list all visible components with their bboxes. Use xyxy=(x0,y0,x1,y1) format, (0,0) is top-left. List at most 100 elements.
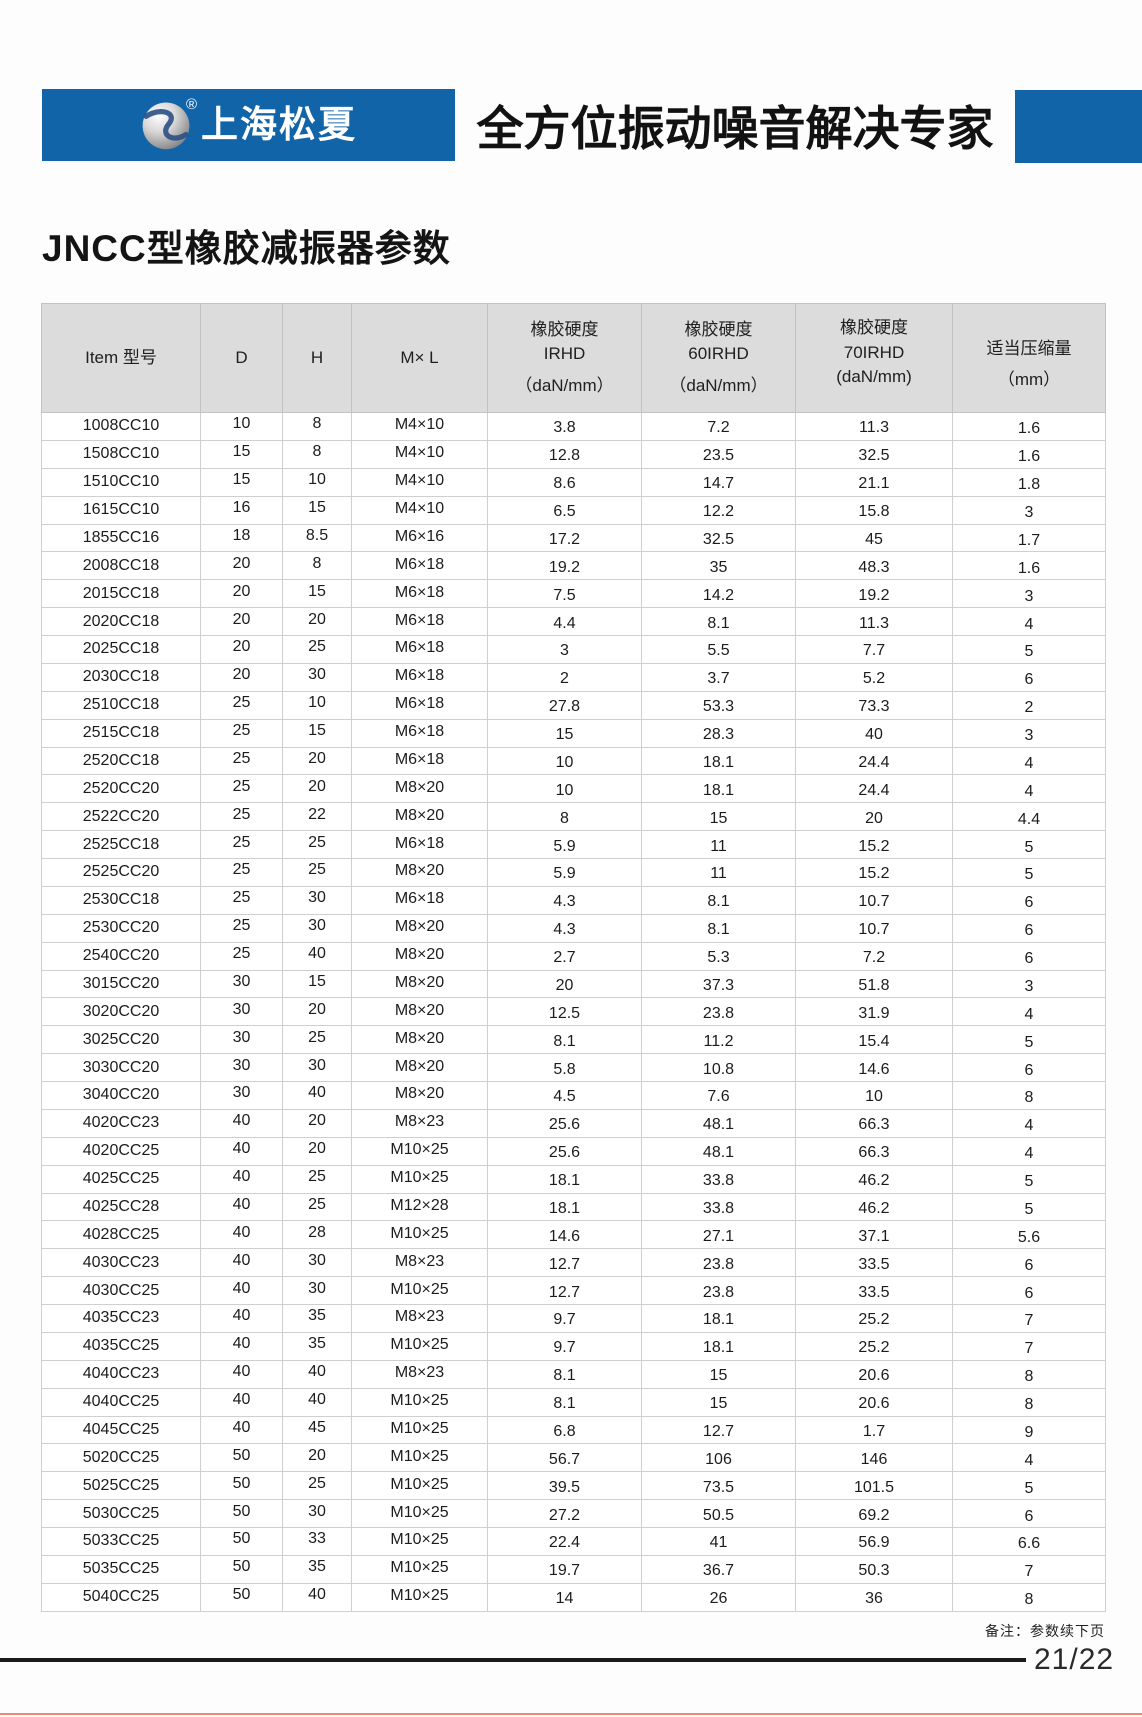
cell-value: 26 xyxy=(709,1590,728,1608)
cell-value: 11.3 xyxy=(859,614,889,632)
cell-value: 8 xyxy=(1024,1089,1034,1107)
cell-value: 1008CC10 xyxy=(82,417,160,435)
cell-value: 20 xyxy=(232,610,251,628)
cell-value: 11.2 xyxy=(703,1032,734,1050)
table-row: 4020CC23 40 20 M8×23 25.6 48.1 66.3 4 xyxy=(41,1108,1106,1138)
cell-model: 4025CC25 xyxy=(41,1164,201,1194)
cell-value: 23.8 xyxy=(702,1283,735,1301)
cell-value: 40 xyxy=(308,1586,326,1604)
cell-h: 40 xyxy=(282,1387,352,1417)
cell-ml: M10×25 xyxy=(351,1164,488,1194)
table-row: 1855CC16 18 8.5 M6×16 17.2 32.5 45 1.7 xyxy=(41,523,1106,553)
cell-hardness-irhd: 9.7 xyxy=(487,1331,642,1361)
cell-value: 5020CC25 xyxy=(82,1448,160,1466)
cell-value: 4020CC25 xyxy=(82,1142,160,1160)
cell-value: 3 xyxy=(560,642,569,660)
cell-hardness-70irhd: 15.2 xyxy=(795,858,953,887)
cell-compression: 6 xyxy=(952,1248,1106,1278)
cell-value: 3030CC20 xyxy=(82,1058,160,1076)
cell-value: 15 xyxy=(308,722,326,740)
cell-hardness-irhd: 12.5 xyxy=(487,997,642,1027)
cell-value: 48.3 xyxy=(858,558,890,576)
cell-value: 2510CC18 xyxy=(82,696,160,714)
cell-hardness-irhd: 12.7 xyxy=(487,1276,642,1305)
cell-model: 4030CC23 xyxy=(41,1248,201,1278)
cell-value: 15 xyxy=(308,972,326,990)
cell-value: M6×18 xyxy=(394,639,445,657)
cell-value: 8.6 xyxy=(553,475,576,493)
cell-h: 35 xyxy=(282,1304,352,1333)
cell-hardness-70irhd: 15.8 xyxy=(795,495,953,525)
cell-d: 20 xyxy=(200,635,283,664)
cell-hardness-60irhd: 18.1 xyxy=(641,774,796,804)
table-header-row: Item 型号 D H M× L 橡胶硬度 IRHD （daN/mm） 橡胶硬度 60IRHD （… xyxy=(41,303,1106,413)
cell-hardness-irhd: 15 xyxy=(487,718,642,748)
cell-value: 33.8 xyxy=(702,1199,735,1217)
cell-value: 15 xyxy=(308,499,326,517)
cell-value: 15 xyxy=(709,1395,728,1413)
cell-value: 4020CC23 xyxy=(82,1114,160,1132)
cell-hardness-70irhd: 7.2 xyxy=(795,941,953,971)
cell-value: 40 xyxy=(308,1084,326,1102)
cell-h: 30 xyxy=(282,913,352,943)
cell-value: 5035CC25 xyxy=(82,1560,160,1578)
cell-ml: M10×25 xyxy=(351,1554,488,1584)
table-row: 2020CC18 20 20 M6×18 4.4 8.1 11.3 4 xyxy=(41,607,1106,636)
cell-model: 1615CC10 xyxy=(41,495,201,525)
cell-value: 4028CC25 xyxy=(82,1225,160,1243)
cell-value: 5 xyxy=(1024,1479,1034,1497)
cell-value: M10×25 xyxy=(390,1503,449,1521)
cell-compression: 5 xyxy=(952,1471,1106,1501)
cell-hardness-60irhd: 15 xyxy=(641,802,796,832)
cell-value: 2515CC18 xyxy=(82,724,160,742)
cell-d: 20 xyxy=(200,579,283,609)
cell-value: 4030CC23 xyxy=(82,1253,160,1271)
cell-value: 4 xyxy=(1024,754,1034,772)
cell-value: 8 xyxy=(312,554,322,572)
cell-hardness-60irhd: 7.2 xyxy=(641,412,796,441)
cell-value: 8.1 xyxy=(553,1395,576,1413)
cell-value: 5.2 xyxy=(862,670,886,688)
column-header-line: 橡胶硬度 xyxy=(840,318,908,338)
cell-value: 4040CC25 xyxy=(82,1393,160,1411)
cell-ml: M6×18 xyxy=(351,830,488,859)
cell-value: 2008CC18 xyxy=(82,556,160,574)
cell-value: M10×25 xyxy=(390,1447,449,1465)
cell-hardness-70irhd: 20.6 xyxy=(795,1387,953,1417)
cell-hardness-irhd: 25.6 xyxy=(487,1108,642,1138)
cell-value: 3 xyxy=(1024,504,1034,522)
cell-hardness-70irhd: 14.6 xyxy=(795,1053,953,1082)
cell-value: 15 xyxy=(555,726,574,744)
cell-value: 30 xyxy=(308,666,326,684)
cell-d: 15 xyxy=(200,439,283,469)
table-row: 3015CC20 30 15 M8×20 20 37.3 51.8 3 xyxy=(41,969,1106,999)
table-row: 5020CC25 50 20 M10×25 56.7 106 146 4 xyxy=(41,1443,1106,1473)
cell-value: 6 xyxy=(1024,1256,1034,1274)
cell-hardness-60irhd: 48.1 xyxy=(641,1136,796,1166)
cell-model: 3030CC20 xyxy=(41,1053,201,1082)
cell-value: 5.5 xyxy=(707,642,730,660)
cell-value: 7.2 xyxy=(862,949,886,967)
cell-value: 4.4 xyxy=(1017,810,1041,828)
cell-hardness-irhd: 2 xyxy=(487,662,642,692)
cell-value: 9.7 xyxy=(553,1311,576,1329)
cell-value: 14.2 xyxy=(702,586,735,604)
cell-hardness-60irhd: 50.5 xyxy=(641,1499,796,1528)
cell-value: 8 xyxy=(312,443,322,461)
cell-value: 106 xyxy=(705,1450,732,1468)
cell-compression: 8 xyxy=(952,1582,1106,1612)
cell-value: 27.2 xyxy=(548,1506,581,1524)
cell-d: 50 xyxy=(200,1582,283,1612)
column-header-line: (daN/mm) xyxy=(836,367,912,387)
cell-d: 16 xyxy=(200,495,283,525)
cell-value: 30 xyxy=(308,889,326,907)
cell-compression: 6 xyxy=(952,1053,1106,1082)
cell-d: 10 xyxy=(200,412,283,441)
cell-value: 50 xyxy=(232,1558,251,1576)
table-row: 3030CC20 30 30 M8×20 5.8 10.8 14.6 6 xyxy=(41,1053,1106,1082)
cell-value: 7 xyxy=(1024,1563,1034,1581)
cell-value: 48.1 xyxy=(702,1116,735,1134)
column-header-line: 70IRHD xyxy=(843,342,905,362)
cell-value: 30 xyxy=(232,1000,251,1018)
